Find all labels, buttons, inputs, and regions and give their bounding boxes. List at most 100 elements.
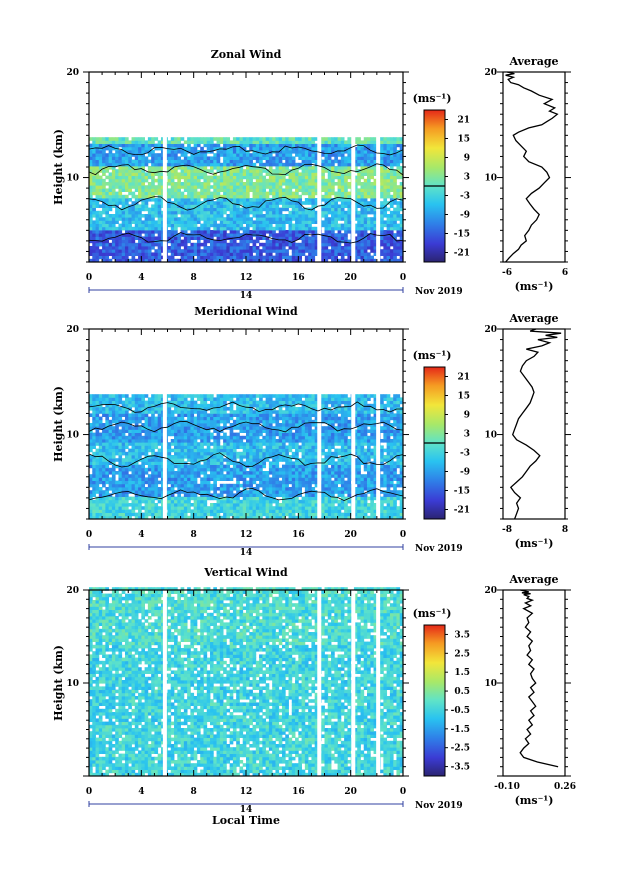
heatmap-cell (246, 140, 250, 144)
heatmap-cell (147, 252, 152, 256)
heatmap-cell (360, 220, 365, 224)
heatmap-cell (298, 509, 303, 513)
heatmap-cell (295, 255, 299, 260)
heatmap-cell (380, 512, 384, 517)
heatmap-cell (111, 499, 116, 504)
heatmap-cell (124, 188, 129, 192)
heatmap-cell (92, 255, 96, 260)
heatmap-cell (360, 153, 365, 157)
heatmap-cell (232, 487, 237, 491)
heatmap-cell (154, 153, 159, 157)
heatmap-cell (367, 246, 371, 250)
heatmap-cell (223, 204, 227, 208)
heatmap-cell (229, 249, 234, 253)
heatmap-cell (95, 156, 100, 160)
heatmap-cell (353, 487, 358, 491)
heatmap-cell (337, 477, 342, 481)
heatmap-cell (236, 255, 240, 260)
heatmap-cell (252, 477, 257, 481)
heatmap-cell (141, 175, 146, 180)
heatmap-cell (157, 487, 162, 491)
heatmap-cell (111, 182, 116, 186)
heatmap-cell (363, 198, 368, 202)
heatmap-cell (285, 162, 289, 167)
heatmap-cell (357, 140, 361, 144)
heatmap-cell (92, 477, 96, 481)
heatmap-cell (363, 156, 368, 160)
heatmap-cell (157, 509, 162, 513)
heatmap-cell (357, 188, 361, 192)
heatmap-cell (291, 156, 296, 160)
heatmap-cell (102, 194, 106, 199)
heatmap-cell (147, 137, 152, 141)
heatmap-cell (311, 471, 316, 475)
heatmap-cell (353, 499, 358, 504)
heatmap-cell (288, 239, 293, 244)
heatmap-cell (177, 493, 181, 497)
heatmap-cell (386, 506, 391, 510)
heatmap-cell (357, 230, 361, 234)
heatmap-cell (393, 515, 397, 520)
heatmap-cell (177, 246, 181, 250)
heatmap-cell (272, 236, 276, 240)
heatmap-cell (399, 140, 404, 144)
heatmap-cell (98, 159, 103, 164)
heatmap-cell (190, 258, 195, 263)
heatmap-cell (393, 175, 397, 180)
heatmap-cell (236, 480, 240, 485)
heatmap-cell (393, 490, 397, 494)
heatmap-cell (108, 226, 113, 231)
heatmap-cell (246, 204, 250, 208)
heatmap-cell (167, 230, 172, 234)
heatmap-cell (134, 175, 139, 180)
heatmap-cell (396, 515, 401, 520)
heatmap-cell (324, 220, 329, 224)
heatmap-cell (389, 471, 394, 475)
heatmap-cell (111, 471, 116, 475)
heatmap-cell (144, 198, 149, 202)
heatmap-cell (265, 512, 270, 517)
heatmap-cell (327, 166, 332, 170)
heatmap-cell (134, 143, 139, 148)
heatmap-cell (177, 506, 181, 510)
heatmap-cell (151, 496, 155, 501)
heatmap-cell (223, 503, 227, 507)
heatmap-cell (187, 210, 191, 215)
heatmap-cell (111, 512, 116, 517)
heatmap-cell (370, 499, 374, 504)
heatmap-cell (363, 188, 368, 192)
heatmap-cell (242, 210, 247, 215)
heatmap-cell (92, 137, 96, 141)
heatmap-cell (89, 156, 93, 160)
heatmap-cell (242, 201, 247, 205)
heatmap-cell (144, 204, 149, 208)
heatmap-cell (151, 477, 155, 481)
heatmap-cell (360, 239, 365, 244)
heatmap-cell (295, 140, 299, 144)
heatmap-cell (183, 204, 188, 208)
heatmap-cell (298, 483, 303, 488)
heatmap-cell (288, 137, 293, 141)
heatmap-cell (278, 506, 283, 510)
heatmap-cell (314, 252, 319, 256)
heatmap-cell (242, 487, 247, 491)
heatmap-cell (124, 182, 129, 186)
heatmap-cell (259, 210, 263, 215)
heatmap-cell (324, 471, 329, 475)
heatmap-cell (174, 509, 178, 513)
heatmap-cell (118, 496, 123, 501)
heatmap-cell (357, 509, 361, 513)
heatmap-cell (272, 483, 276, 488)
heatmap-cell (304, 207, 309, 212)
heatmap-cell (340, 252, 345, 256)
heatmap-cell (174, 483, 178, 488)
heatmap-cell (246, 233, 250, 237)
heatmap-cell (246, 217, 250, 221)
heatmap-cell (203, 172, 208, 176)
heatmap-cell (373, 140, 378, 144)
heatmap-cell (232, 153, 237, 157)
heatmap-cell (370, 474, 374, 478)
heatmap-cell (187, 201, 191, 205)
heatmap-cell (304, 496, 309, 501)
heatmap-cell (144, 471, 149, 475)
